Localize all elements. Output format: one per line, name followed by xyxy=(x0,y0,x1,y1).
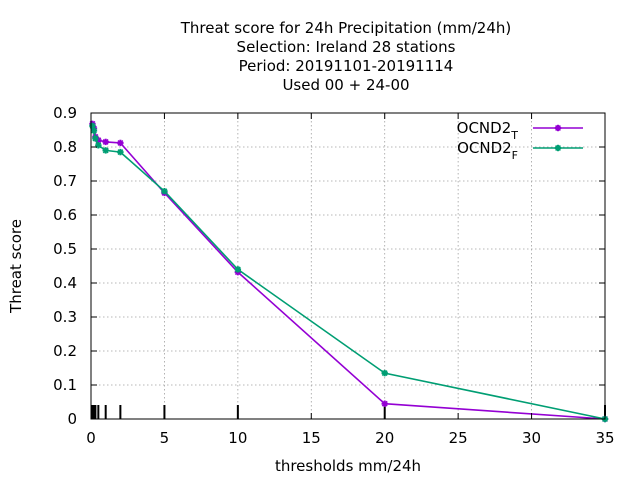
y-axis-label: Threat score xyxy=(7,219,25,314)
chart-title-line: Period: 20191101-20191114 xyxy=(239,57,454,75)
legend-series-subscript: F xyxy=(512,149,518,162)
y-tick-label: 0.8 xyxy=(53,138,77,156)
x-tick-label: 10 xyxy=(228,429,247,447)
marker-d2 xyxy=(102,147,109,154)
y-tick-label: 0.9 xyxy=(53,104,77,122)
y-tick-label: 0.3 xyxy=(53,308,77,326)
data-point xyxy=(117,139,124,147)
data-point xyxy=(95,142,102,149)
legend-series-name: OCND2 xyxy=(457,139,512,157)
marker-d2 xyxy=(381,400,388,407)
legend-series-subscript: T xyxy=(510,129,518,142)
data-point xyxy=(90,127,98,134)
y-tick-label: 0.7 xyxy=(53,172,77,190)
series-group xyxy=(89,120,609,423)
marker-d2 xyxy=(117,149,124,156)
x-tick-label: 5 xyxy=(160,429,170,447)
data-point xyxy=(117,148,124,156)
chart-title-line: Threat score for 24h Precipitation (mm/2… xyxy=(180,19,512,37)
threshold-markers xyxy=(91,405,606,419)
data-point xyxy=(102,138,109,146)
data-point xyxy=(381,369,388,377)
x-tick-label: 15 xyxy=(302,429,321,447)
legend-label: OCND2T xyxy=(457,119,519,142)
plot-frame xyxy=(90,112,606,420)
y-tick-label: 0.4 xyxy=(53,274,77,292)
x-tick-label: 30 xyxy=(522,429,541,447)
y-tick-label: 0.6 xyxy=(53,206,77,224)
series-1 xyxy=(89,122,609,423)
data-point xyxy=(161,188,168,195)
y-tick-label: 0.5 xyxy=(53,240,77,258)
data-point xyxy=(102,147,109,154)
legend-series-name: OCND2 xyxy=(457,119,512,137)
marker-d2 xyxy=(90,127,97,134)
marker-d2 xyxy=(92,135,99,142)
x-tick-label: 0 xyxy=(86,429,96,447)
chart-title: Threat score for 24h Precipitation (mm/2… xyxy=(180,19,512,94)
grid xyxy=(91,113,605,419)
x-tick-label: 35 xyxy=(595,429,614,447)
marker-d2 xyxy=(117,139,124,146)
y-tick-label: 0.2 xyxy=(53,342,77,360)
legend-marker xyxy=(554,144,562,152)
chart-title-line: Used 00 + 24-00 xyxy=(282,76,409,94)
x-tick-label: 20 xyxy=(375,429,394,447)
series-0 xyxy=(89,120,609,423)
series-line xyxy=(91,123,606,420)
y-tick-label: 0 xyxy=(67,410,77,428)
legend-marker xyxy=(554,124,562,132)
x-axis-label: thresholds mm/24h xyxy=(275,457,421,475)
series-line xyxy=(91,125,606,420)
chart-title-line: Selection: Ireland 28 stations xyxy=(237,38,456,56)
marker-d2 xyxy=(161,188,168,195)
data-point xyxy=(381,400,388,407)
y-tick-label: 0.1 xyxy=(53,376,77,394)
marker-d2 xyxy=(102,138,109,145)
marker-d2 xyxy=(555,145,561,151)
marker-d2 xyxy=(381,370,388,377)
legend-label: OCND2F xyxy=(457,139,518,162)
data-point xyxy=(92,135,99,142)
x-tick-label: 25 xyxy=(449,429,468,447)
axis-ticks: 0 5 10 15 20 25 30 35 0 0.1 0.2 0.3 0.4 0.5 0.6 0.7 0.8 0… xyxy=(53,104,614,447)
data-point xyxy=(234,266,242,273)
marker-d2 xyxy=(555,125,561,131)
marker-d2 xyxy=(234,266,241,273)
